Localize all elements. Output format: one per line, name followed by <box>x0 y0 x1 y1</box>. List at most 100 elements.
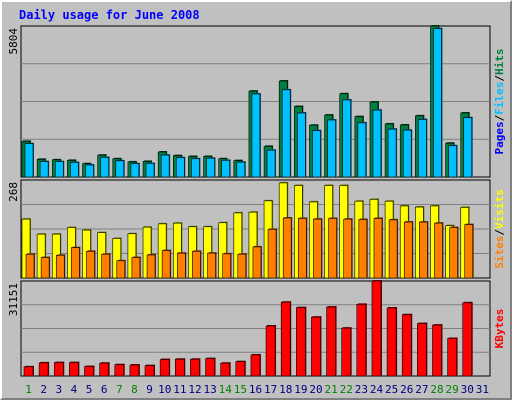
x-tick-label: 6 <box>101 383 108 396</box>
x-tick-label: 15 <box>234 383 247 396</box>
bar-kbytes <box>280 301 291 377</box>
bar-kbytes <box>371 280 382 377</box>
bar-files <box>372 109 382 178</box>
x-tick-label: 17 <box>264 383 277 396</box>
bar-kbytes <box>69 362 79 377</box>
bar-kbytes <box>326 306 336 377</box>
bar-files <box>342 99 352 178</box>
y-max-label-bottom: 31151 <box>7 283 20 316</box>
bar-sites <box>388 219 398 279</box>
x-tick-label: 23 <box>355 383 368 396</box>
bar-sites <box>116 260 126 279</box>
legend-item-sites: Sites <box>493 236 506 269</box>
bar-files <box>24 143 34 178</box>
bar-sites <box>176 252 186 279</box>
bar-sites <box>343 218 353 279</box>
legend-item-pages: Pages <box>493 121 506 154</box>
legend-middle: Sites/Visits <box>493 189 506 269</box>
bar-kbytes <box>296 307 306 377</box>
bar-files <box>54 161 64 178</box>
bar-kbytes <box>190 358 200 377</box>
x-tick-label: 2 <box>40 383 47 396</box>
x-tick-label: 24 <box>370 383 384 396</box>
bar-sites <box>449 227 458 279</box>
bar-sites <box>146 254 156 279</box>
legend-top: Pages/Files/Hits <box>493 49 506 155</box>
bar-kbytes <box>144 365 155 377</box>
bar-files <box>115 160 125 178</box>
bar-sites <box>358 219 368 279</box>
legend-separator: / <box>493 114 506 121</box>
bar-kbytes <box>38 362 49 377</box>
legend-item-kbytes: KBytes <box>493 309 506 349</box>
bar-kbytes <box>205 358 215 377</box>
bar-kbytes <box>53 362 64 377</box>
bar-files <box>463 117 473 178</box>
x-tick-label: 1 <box>25 383 32 396</box>
bar-kbytes <box>129 364 140 377</box>
bar-files <box>281 89 291 178</box>
bar-sites <box>192 251 201 279</box>
x-tick-label: 22 <box>340 383 353 396</box>
bar-files <box>357 122 367 178</box>
x-tick-label: 26 <box>400 383 413 396</box>
bar-sites <box>328 218 337 279</box>
bar-files <box>130 163 140 178</box>
bar-files <box>145 163 155 178</box>
bar-kbytes <box>341 327 352 377</box>
bar-files <box>312 130 321 178</box>
y-max-label-top: 5804 <box>7 28 20 55</box>
x-tick-label: 19 <box>294 383 307 396</box>
bar-sites <box>282 217 292 279</box>
bar-kbytes <box>174 358 185 377</box>
bar-files <box>100 157 109 178</box>
x-tick-label: 16 <box>249 383 262 396</box>
bar-kbytes <box>356 304 367 377</box>
bar-files <box>85 164 94 178</box>
legend-item-files: Files <box>493 82 506 115</box>
bar-files <box>236 161 246 178</box>
bar-files <box>251 93 261 178</box>
bar-sites <box>207 252 216 279</box>
bar-files <box>297 112 306 178</box>
x-tick-label: 13 <box>203 383 216 396</box>
bar-files <box>402 129 412 178</box>
bar-kbytes <box>114 364 125 377</box>
x-tick-label: 25 <box>385 383 398 396</box>
x-tick-label: 28 <box>430 383 443 396</box>
bar-kbytes <box>462 302 473 377</box>
x-tick-label: 9 <box>146 383 153 396</box>
bar-files <box>160 154 170 178</box>
legend-item-hits: Hits <box>493 49 506 76</box>
bar-kbytes <box>311 316 321 377</box>
legend-separator: / <box>493 229 506 236</box>
x-tick-label: 7 <box>116 383 123 396</box>
bar-sites <box>313 218 322 279</box>
x-tick-label: 27 <box>415 383 428 396</box>
y-max-label-middle: 268 <box>7 182 20 202</box>
x-tick-label: 3 <box>56 383 63 396</box>
bar-kbytes <box>417 323 427 377</box>
bar-sites <box>464 224 474 279</box>
legend-item-visits: Visits <box>493 189 506 229</box>
bar-files <box>191 158 200 178</box>
bar-files <box>175 157 185 178</box>
bar-sites <box>40 257 50 279</box>
x-tick-label: 29 <box>446 383 459 396</box>
bar-sites <box>161 250 171 279</box>
bar-files <box>448 145 457 178</box>
bar-kbytes <box>265 325 276 377</box>
bar-sites <box>101 253 110 279</box>
bar-kbytes <box>84 366 94 377</box>
bar-sites <box>373 218 383 279</box>
bar-kbytes <box>159 359 170 377</box>
bar-sites <box>434 222 443 279</box>
legend-bottom: KBytes <box>493 309 506 349</box>
legend-separator: / <box>493 75 506 82</box>
bar-files <box>39 161 49 178</box>
x-tick-label: 8 <box>131 383 138 396</box>
bar-sites <box>298 218 307 279</box>
chart-title: Daily usage for June 2008 <box>19 8 200 22</box>
x-tick-label: 4 <box>71 383 78 396</box>
